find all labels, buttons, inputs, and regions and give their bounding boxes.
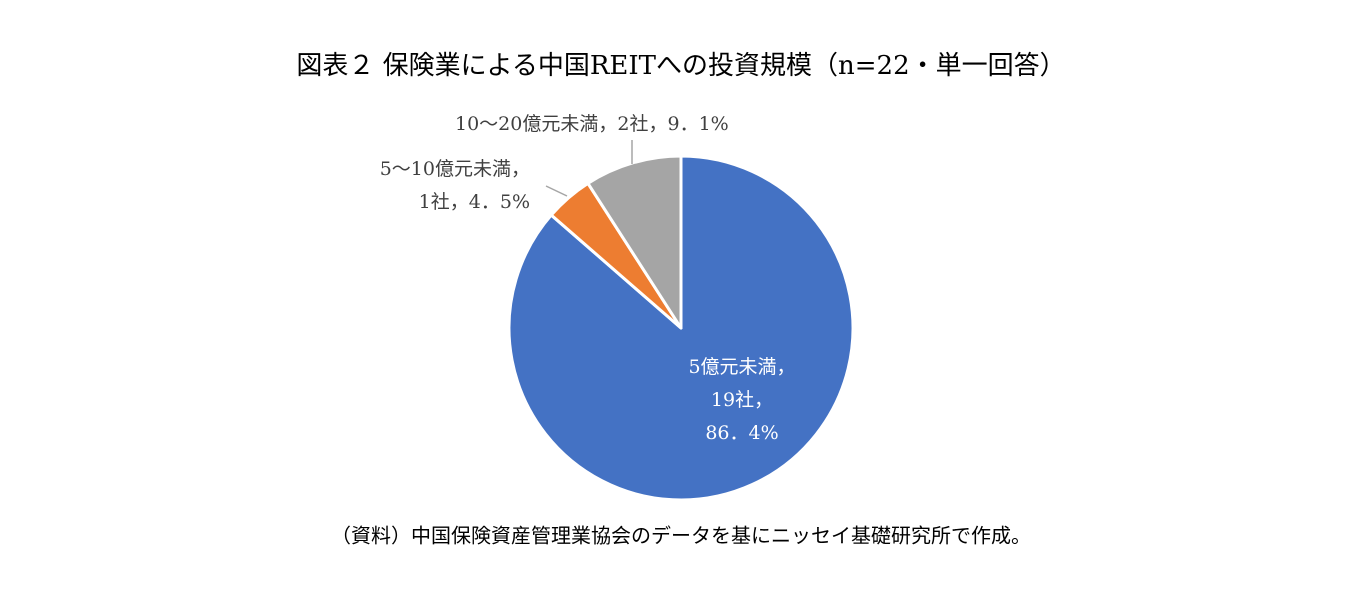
- data-label-part: ，: [754, 389, 773, 411]
- chart-title: 図表２ 保険業による中国REITへの投資規模（n=22・単一回答）: [296, 51, 1065, 81]
- data-label-part: ，: [450, 191, 469, 213]
- data-label-part: ，: [511, 158, 530, 180]
- leader-line: [545, 185, 568, 197]
- data-label-part: 9．1%: [667, 113, 728, 135]
- data-label-part: ，: [648, 113, 667, 135]
- data-label-part: 10～20億元未満: [455, 113, 598, 135]
- data-label: 86．4%: [705, 422, 778, 444]
- data-label: 1社，4．5%: [419, 191, 530, 213]
- data-label-part: 1社: [419, 191, 450, 213]
- data-label-part: 19社: [711, 389, 754, 411]
- data-label: 10～20億元未満，2社，9．1%: [455, 113, 729, 135]
- data-label-part: 86．4%: [705, 422, 778, 444]
- data-label: 19社，: [711, 389, 773, 411]
- data-label-part: 5～10億元未満: [380, 158, 511, 180]
- data-label-part: 2社: [617, 113, 648, 135]
- data-label-part: ，: [777, 356, 796, 378]
- data-label-part: 5億元未満: [688, 356, 776, 378]
- data-label-part: ，: [598, 113, 617, 135]
- data-label-part: 4．5%: [469, 191, 530, 213]
- data-label: 5億元未満，: [688, 356, 795, 378]
- data-label: 5～10億元未満，: [380, 158, 530, 180]
- source-note: （資料）中国保険資産管理業協会のデータを基にニッセイ基礎研究所で作成。: [331, 524, 1031, 548]
